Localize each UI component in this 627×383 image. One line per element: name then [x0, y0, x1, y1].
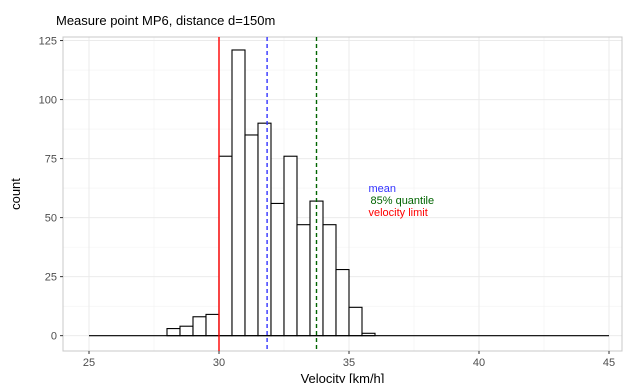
histogram-bar — [322, 224, 337, 337]
y-tick-label: 75 — [45, 154, 57, 166]
y-axis-label: count — [8, 178, 23, 210]
y-tick-label: 25 — [45, 272, 57, 284]
chart-title: Measure point MP6, distance d=150m — [56, 13, 276, 28]
histogram-bar — [283, 155, 298, 337]
histogram-bar — [296, 224, 311, 337]
x-tick-label: 35 — [343, 357, 355, 369]
x-axis-label: Velocity [km/h] — [301, 371, 385, 383]
histogram-bar — [166, 328, 181, 337]
x-tick-label: 30 — [213, 357, 225, 369]
y-tick-label: 50 — [45, 213, 57, 225]
histogram-bar — [192, 316, 207, 337]
histogram-bar — [348, 306, 363, 337]
histogram-bar — [218, 155, 233, 337]
y-tick-label: 125 — [39, 36, 57, 48]
histogram-bar — [205, 313, 220, 337]
annotation-velocity-limit: velocity limit — [369, 207, 428, 219]
histogram-bar — [244, 134, 259, 337]
histogram-bar — [335, 268, 350, 337]
y-tick-label: 0 — [51, 331, 57, 343]
histogram-bar — [257, 122, 272, 337]
x-tick-label: 25 — [83, 357, 95, 369]
x-tick-label: 40 — [473, 357, 485, 369]
histogram-bar — [231, 49, 246, 337]
x-tick-label: 45 — [603, 357, 615, 369]
annotation-85-quantile: 85% quantile — [371, 195, 435, 207]
histogram-bar — [270, 202, 285, 337]
histogram-bar — [179, 325, 194, 337]
plot-border — [62, 36, 623, 352]
y-tick-label: 100 — [39, 95, 57, 107]
annotation-mean: mean — [369, 183, 397, 195]
